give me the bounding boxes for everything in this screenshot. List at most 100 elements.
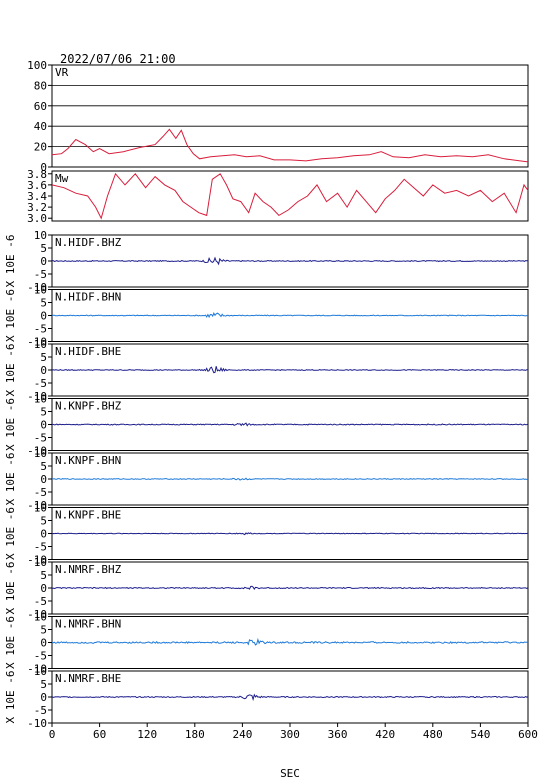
panel-label: N.KNPF.BHN (55, 454, 121, 467)
y-axis-label: X 10E -6 (4, 562, 17, 615)
panel-label: N.HIDF.BHN (55, 291, 121, 304)
y-axis-label: X 10E -6 (4, 507, 17, 560)
y-tick-label: 5 (40, 460, 47, 473)
panel-label: Mw (55, 172, 69, 185)
series-line (51, 366, 528, 374)
y-tick-label: 10 (34, 393, 47, 406)
y-tick-label: 80 (34, 79, 47, 92)
y-tick-label: 3.0 (27, 212, 47, 225)
y-tick-label: 5 (40, 569, 47, 582)
y-tick-label: 3.6 (27, 179, 47, 192)
series-line (51, 172, 529, 220)
y-tick-label: 10 (34, 556, 47, 569)
y-axis-label: X 10E -6 (4, 398, 17, 451)
x-tick-label: 480 (423, 728, 443, 741)
y-tick-label: -10 (27, 499, 47, 512)
y-tick-label: 0 (40, 473, 47, 486)
y-tick-label: 0 (40, 310, 47, 323)
y-tick-label: -5 (34, 323, 47, 336)
panel-frame (51, 170, 529, 222)
y-tick-label: -5 (34, 486, 47, 499)
panel-label: N.NMRF.BHN (55, 618, 121, 631)
y-tick-label: 3.4 (27, 190, 47, 203)
y-tick-label: 5 (40, 242, 47, 255)
y-axis-label: X 10E -6 (4, 616, 17, 669)
y-tick-label: 0 (40, 364, 47, 377)
y-tick-label: -10 (27, 445, 47, 458)
series-line (52, 256, 529, 266)
x-tick-label: 540 (470, 728, 490, 741)
y-tick-label: -10 (27, 281, 47, 294)
y-tick-label: 10 (34, 665, 47, 678)
series-line (52, 422, 529, 427)
panel-label: N.KNPF.BHZ (55, 400, 122, 413)
y-tick-label: 40 (34, 120, 47, 133)
y-tick-label: -10 (27, 608, 47, 621)
series-line (51, 693, 529, 702)
y-tick-label: 100 (27, 59, 47, 72)
y-axis-label: X 10E -6 (4, 453, 17, 506)
y-axis-label: X 10E -6 (4, 289, 17, 342)
y-tick-label: 5 (40, 351, 47, 364)
vr-panel: 100 80 60 40 20 0 VR (27, 59, 529, 174)
y-tick-label: 5 (40, 297, 47, 310)
y-tick-label: 10 (34, 502, 47, 515)
y-tick-label: 0 (40, 528, 47, 541)
y-tick-label: -5 (34, 541, 47, 554)
y-tick-label: -10 (27, 336, 47, 349)
x-tick-label: 420 (375, 728, 395, 741)
y-axis-label: X 10E -6 (4, 344, 17, 397)
y-tick-label: 10 (34, 229, 47, 242)
y-axis-label: X 10E -6 (4, 671, 17, 724)
y-tick-label: 3.8 (27, 168, 47, 181)
x-tick-label: 300 (280, 728, 300, 741)
y-tick-label: -5 (34, 704, 47, 717)
y-tick-label: -10 (27, 554, 47, 567)
y-tick-label: 0 (40, 419, 47, 432)
y-tick-label: 5 (40, 515, 47, 528)
x-tick-label: 120 (137, 728, 157, 741)
y-axis-label: X 10E -6 (4, 235, 17, 288)
x-tick-label: 60 (93, 728, 106, 741)
mw-panel: 3.83.63.43.23.0 Mw (27, 168, 529, 225)
series-line (51, 637, 529, 646)
y-tick-label: -5 (34, 595, 47, 608)
y-tick-label: -10 (27, 663, 47, 676)
y-tick-label: -10 (27, 390, 47, 403)
y-tick-label: 10 (34, 611, 47, 624)
x-tick-label: 0 (49, 728, 56, 741)
x-tick-label: 360 (328, 728, 348, 741)
y-tick-label: -5 (34, 650, 47, 663)
panel-label: N.HIDF.BHE (55, 345, 121, 358)
y-tick-label: 20 (34, 141, 47, 154)
panel-label: N.NMRF.BHE (55, 672, 121, 685)
x-tick-label: 600 (518, 728, 538, 741)
series-line (51, 585, 529, 591)
y-tick-label: 0 (40, 637, 47, 650)
series-line (51, 128, 529, 163)
y-tick-label: -5 (34, 377, 47, 390)
y-tick-label: 5 (40, 678, 47, 691)
panel-label: VR (55, 66, 69, 79)
y-tick-label: -5 (34, 432, 47, 445)
y-tick-label: 0 (40, 161, 47, 174)
y-tick-label: 0 (40, 691, 47, 704)
series-line (51, 477, 529, 481)
panel-label: N.HIDF.BHZ (55, 236, 122, 249)
panel-label: N.KNPF.BHE (55, 509, 121, 522)
y-tick-label: 60 (34, 100, 47, 113)
x-tick-label: 240 (232, 728, 252, 741)
series-line (51, 532, 529, 536)
series-line (51, 312, 529, 319)
x-axis-label: SEC (280, 767, 300, 780)
y-tick-label: 3.2 (27, 201, 47, 214)
